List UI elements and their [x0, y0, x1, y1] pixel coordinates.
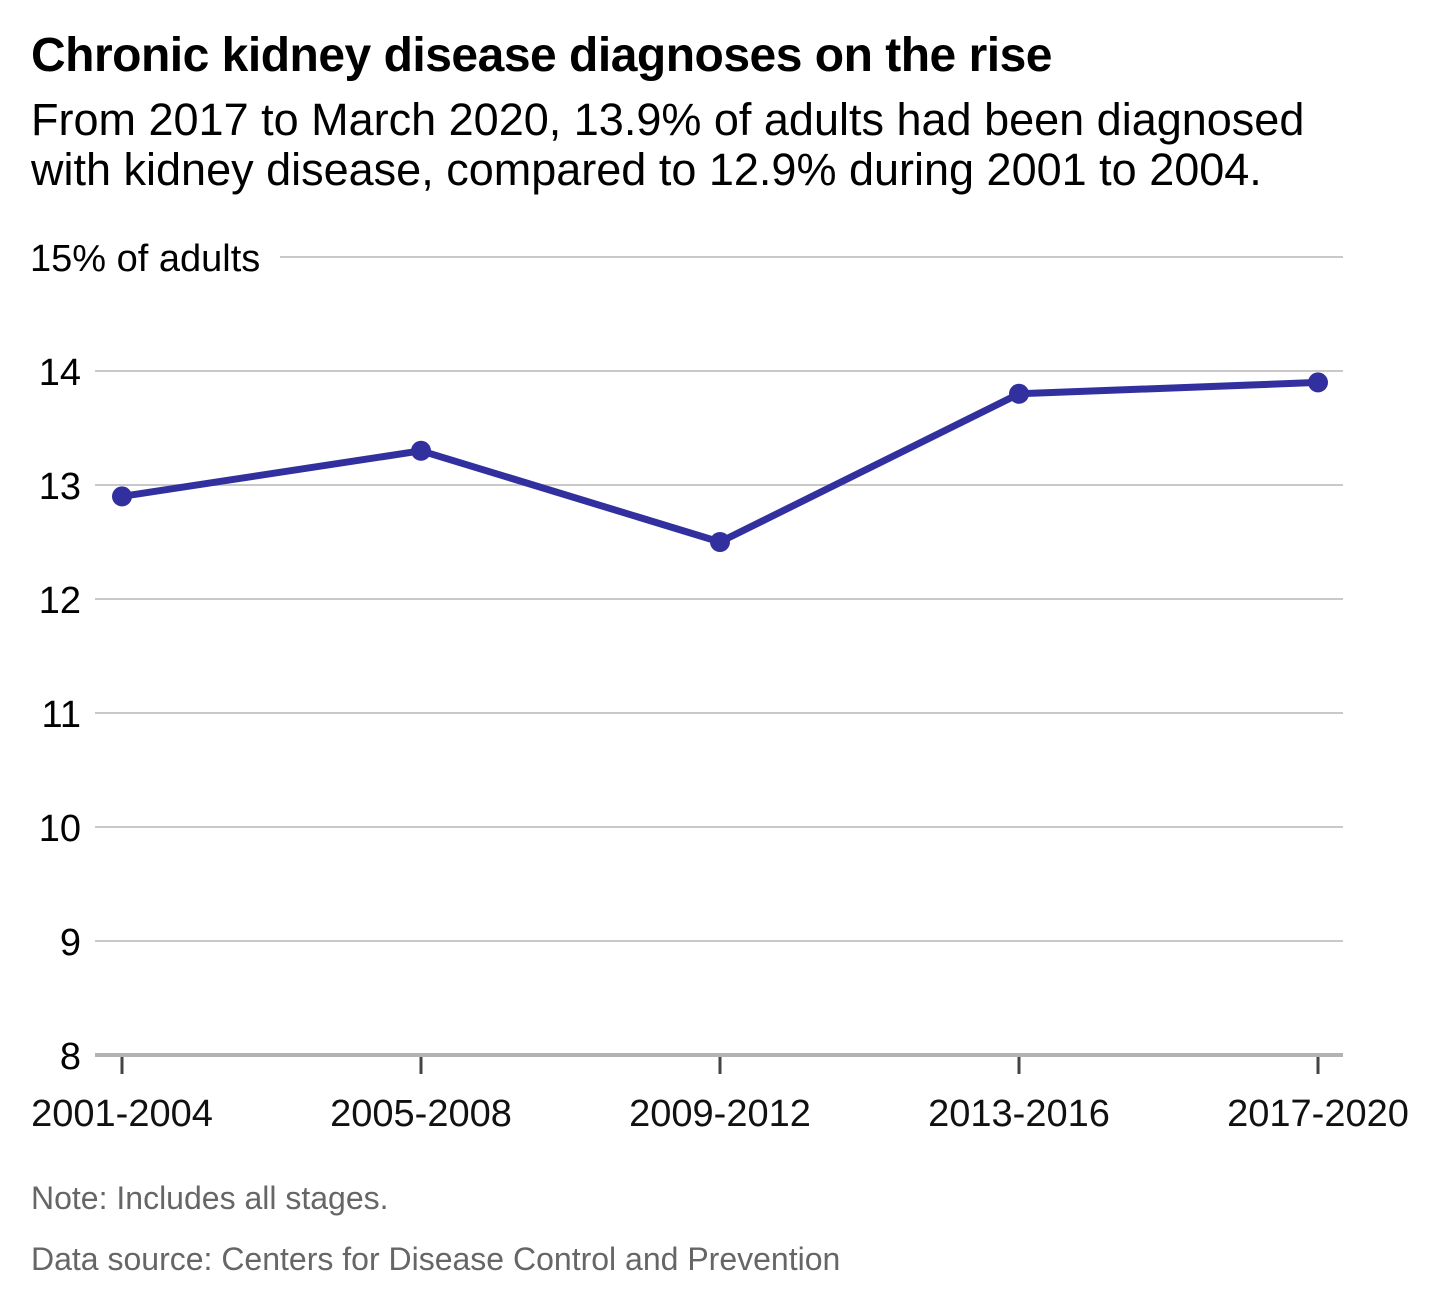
data-point: [1009, 383, 1029, 404]
y-axis-tick-label: 8: [60, 1036, 81, 1078]
chart-note: Note: Includes all stages.: [31, 1180, 389, 1217]
y-axis-tick-label: 13: [39, 466, 81, 508]
y-axis-top-label: 15% of adults: [30, 238, 260, 280]
chart-footer: Note: Includes all stages. Data source: …: [0, 1149, 1440, 1278]
y-axis-tick-label: 14: [39, 352, 81, 394]
x-axis-tick-label: 2009-2012: [629, 1093, 811, 1135]
x-axis-tick-label: 2005-2008: [330, 1093, 512, 1135]
chart-title: Chronic kidney disease diagnoses on the …: [31, 29, 1053, 82]
y-axis-tick-label: 11: [42, 694, 81, 736]
y-axis-tick-label: 10: [39, 808, 81, 850]
trend-line: [118, 379, 1322, 546]
chart-header: Chronic kidney disease diagnoses on the …: [0, 0, 1440, 194]
x-axis-tick-label: 2017-2020: [1227, 1093, 1409, 1135]
data-point: [1308, 372, 1328, 393]
data-point: [710, 532, 730, 553]
line-chart: 15% of adults 14 13 12 11 10 9 8 2001-2004 2005-2…: [30, 238, 1409, 1135]
data-point: [411, 440, 431, 461]
y-axis-tick-label: 9: [60, 922, 81, 964]
chart-subtitle: From 2017 to March 2020, 13.9% of adults…: [31, 94, 1305, 195]
x-axis-tick-label: 2001-2004: [31, 1093, 213, 1135]
x-axis-tick-label: 2013-2016: [928, 1093, 1110, 1135]
data-point: [112, 486, 132, 507]
chart-source: Data source: Centers for Disease Control…: [31, 1240, 841, 1277]
y-axis-tick-label: 12: [39, 580, 81, 622]
